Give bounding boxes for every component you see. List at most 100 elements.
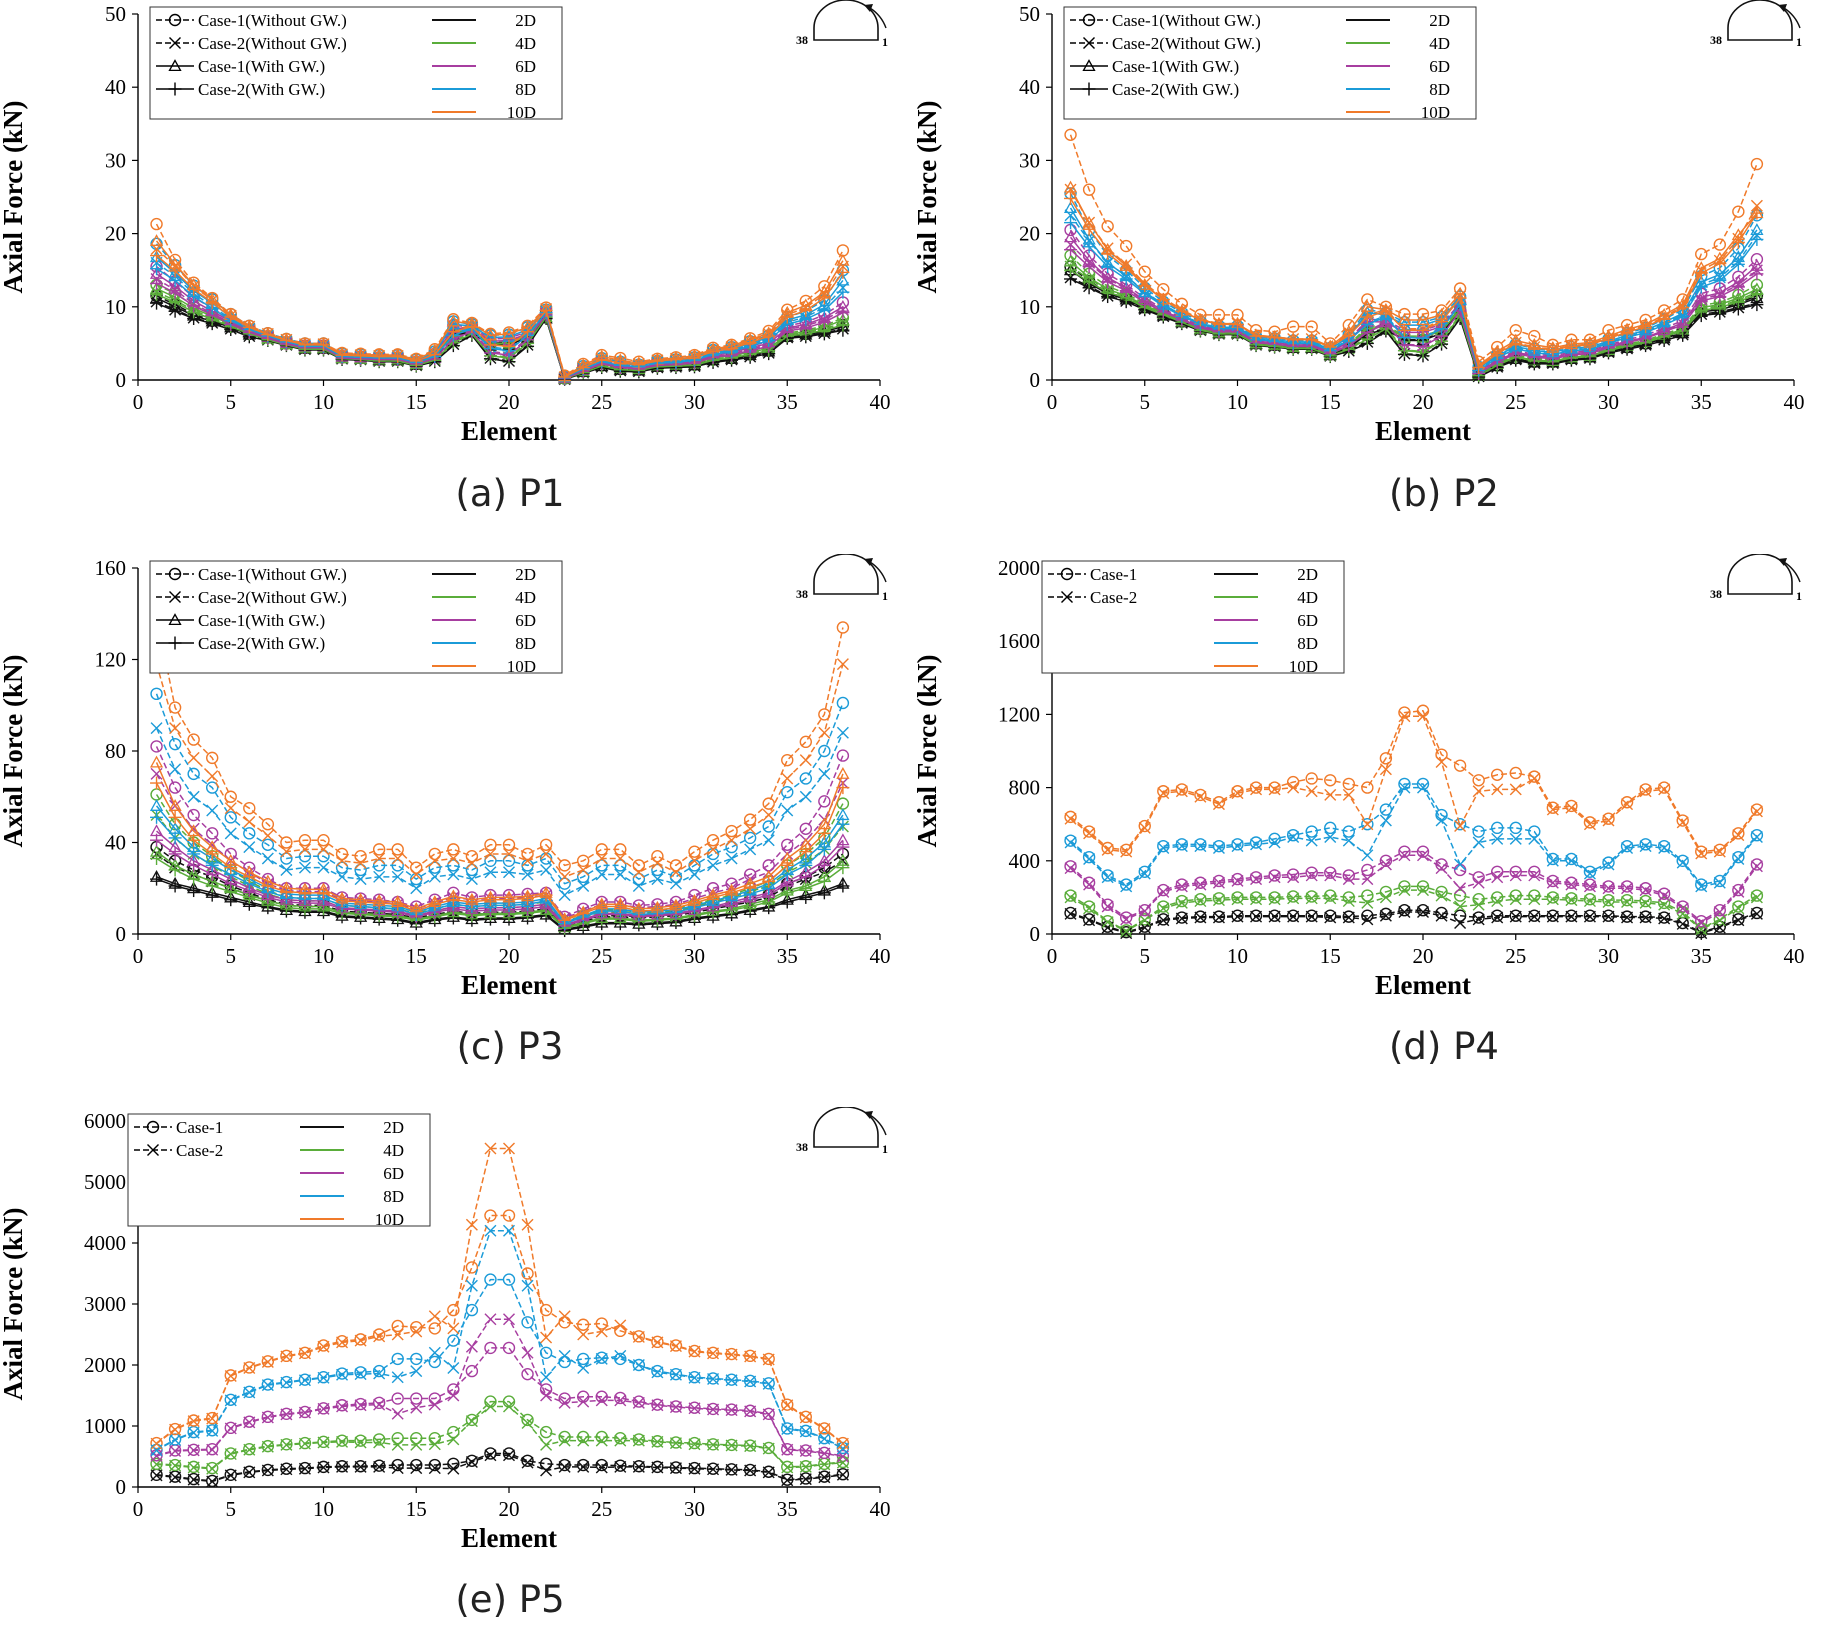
x-tick-label: 40 [870,944,891,968]
series-line-c1-2d [157,1453,843,1480]
data-point [541,1390,552,1401]
y-tick-label: 800 [1009,776,1041,800]
data-point [745,844,756,855]
y-tick-label: 10 [1019,295,1040,319]
data-point [1288,911,1299,922]
data-point [170,764,181,775]
legend-label: 4D [1429,34,1450,53]
data-point [1362,850,1373,861]
y-axis-label: Axial Force (kN) [914,655,942,848]
data-point [207,1463,218,1474]
legend-label: 2D [1429,11,1450,30]
data-point [615,1320,626,1331]
data-point [1306,786,1317,797]
data-point [782,805,793,816]
series-line-c1g-6d [157,274,843,378]
data-point [522,1280,533,1291]
data-point [1473,786,1484,797]
data-point [448,1434,459,1445]
y-tick-label: 1200 [998,702,1040,726]
x-tick-label: 0 [133,944,144,968]
x-tick-label: 30 [1598,390,1619,414]
icon-label-end: 1 [882,1142,888,1156]
data-point [837,622,848,633]
data-point [837,697,848,708]
data-point [670,878,681,889]
data-point [170,723,181,734]
legend-label: 10D [1421,103,1450,122]
y-tick-label: 400 [1009,849,1041,873]
data-point [225,1423,236,1434]
data-point [207,1476,218,1487]
legend-label: 2D [515,11,536,30]
x-tick-label: 20 [499,944,520,968]
data-point [800,736,811,747]
caption-panel-c: (c) P3 [360,1025,660,1068]
data-point [151,741,162,752]
data-point [448,1363,459,1374]
x-tick-label: 30 [684,1497,705,1521]
data-point [207,805,218,816]
y-tick-label: 40 [1019,75,1040,99]
legend-label: Case-1 [176,1118,223,1137]
y-tick-label: 20 [105,222,126,246]
data-point [448,1323,459,1334]
x-tick-label: 0 [133,390,144,414]
legend-label: Case-2(With GW.) [198,634,325,653]
data-point [244,1387,255,1398]
data-point [633,867,644,878]
y-tick-label: 40 [105,75,126,99]
x-tick-label: 0 [1047,390,1058,414]
series-line-c2-4d [1071,890,1757,931]
data-point [1084,877,1095,888]
x-tick-label: 25 [591,1497,612,1521]
y-tick-label: 40 [105,831,126,855]
x-tick-label: 40 [870,1497,891,1521]
x-tick-label: 25 [591,390,612,414]
data-point [837,727,848,738]
legend-label: 6D [1297,611,1318,630]
x-tick-label: 15 [1320,390,1341,414]
x-tick-label: 25 [1505,390,1526,414]
y-tick-label: 6000 [84,1109,126,1133]
y-tick-label: 80 [105,739,126,763]
data-point [262,853,273,864]
legend-label: 10D [507,103,536,122]
data-point [1677,918,1688,929]
x-tick-label: 20 [499,1497,520,1521]
data-point [1473,877,1484,888]
data-point [225,1370,236,1381]
x-tick-label: 5 [1140,390,1151,414]
x-tick-label: 30 [1598,944,1619,968]
data-point [206,879,219,892]
data-point [448,1390,459,1401]
x-axis-label: Element [461,1523,557,1553]
x-tick-label: 15 [406,944,427,968]
y-tick-label: 4000 [84,1231,126,1255]
x-tick-label: 10 [1227,390,1248,414]
legend-label: Case-2(Without GW.) [198,588,347,607]
legend-label: Case-2(With GW.) [1112,80,1239,99]
x-tick-label: 5 [1140,944,1151,968]
data-point [1380,892,1391,903]
icon-label-end: 1 [882,589,888,603]
data-point [782,1400,793,1411]
y-axis-label: Axial Force (kN) [0,1208,28,1401]
caption-panel-a: (a) P1 [360,472,660,515]
data-point [615,1395,626,1406]
x-tick-label: 35 [777,1497,798,1521]
data-point [466,1219,477,1230]
data-point [318,1372,329,1383]
data-point [1455,760,1466,771]
y-tick-label: 5000 [84,1170,126,1194]
series-line-c1-8d [1071,784,1757,885]
y-tick-label: 0 [1030,368,1041,392]
data-point [1510,911,1521,922]
data-point [151,800,162,810]
data-point [1325,870,1336,881]
